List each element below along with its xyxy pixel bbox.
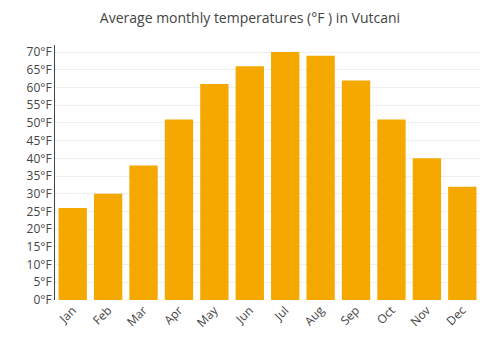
svg-text:65°F: 65°F xyxy=(27,61,52,78)
svg-text:45°F: 45°F xyxy=(27,132,52,149)
svg-text:Aug: Aug xyxy=(300,302,328,330)
svg-text:Dec: Dec xyxy=(442,302,469,329)
svg-text:40°F: 40°F xyxy=(27,150,52,167)
svg-text:Jul: Jul xyxy=(270,302,292,324)
svg-text:5°F: 5°F xyxy=(33,273,51,290)
svg-text:0°F: 0°F xyxy=(33,291,51,308)
svg-text:Jun: Jun xyxy=(231,302,256,327)
svg-text:Sep: Sep xyxy=(336,302,363,329)
svg-text:15°F: 15°F xyxy=(27,238,52,255)
svg-text:55°F: 55°F xyxy=(27,96,52,113)
svg-text:Nov: Nov xyxy=(406,302,434,330)
svg-text:70°F: 70°F xyxy=(27,43,52,60)
svg-text:60°F: 60°F xyxy=(27,79,52,96)
svg-text:Mar: Mar xyxy=(123,302,151,330)
svg-text:25°F: 25°F xyxy=(27,203,52,220)
svg-text:35°F: 35°F xyxy=(27,167,52,184)
svg-text:Apr: Apr xyxy=(160,302,186,328)
svg-text:30°F: 30°F xyxy=(27,185,52,202)
svg-text:Average monthly temperatures (: Average monthly temperatures (°F ) in Vu… xyxy=(100,8,400,27)
svg-text:10°F: 10°F xyxy=(27,256,52,273)
svg-text:May: May xyxy=(193,301,222,330)
svg-text:Feb: Feb xyxy=(89,302,115,328)
svg-text:50°F: 50°F xyxy=(27,114,52,131)
svg-text:Oct: Oct xyxy=(373,302,399,328)
svg-text:20°F: 20°F xyxy=(27,220,52,237)
svg-text:Jan: Jan xyxy=(55,302,80,327)
